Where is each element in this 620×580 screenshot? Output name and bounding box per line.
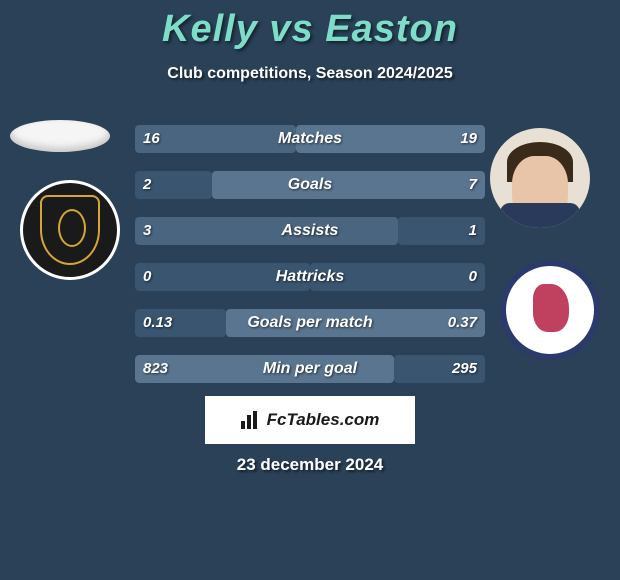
stat-row-min-per-goal: 823 Min per goal 295 [135,355,485,383]
stat-value-right: 1 [469,217,477,245]
stat-label: Assists [135,217,485,245]
stat-label: Hattricks [135,263,485,291]
shield-icon [40,195,100,265]
fctables-logo-link[interactable]: FcTables.com [205,396,415,444]
logo-text: FcTables.com [267,410,380,430]
bar-chart-icon [241,411,263,429]
stat-label: Min per goal [135,355,485,383]
avatar-neck [500,203,580,228]
stat-row-goals: 2 Goals 7 [135,171,485,199]
stat-row-goals-per-match: 0.13 Goals per match 0.37 [135,309,485,337]
stat-label: Goals [135,171,485,199]
club-badge-left [20,180,120,280]
stat-label: Goals per match [135,309,485,337]
page-title: Kelly vs Easton [0,0,620,51]
page-subtitle: Club competitions, Season 2024/2025 [0,65,620,83]
stat-value-right: 295 [452,355,477,383]
stat-row-matches: 16 Matches 19 [135,125,485,153]
date-text: 23 december 2024 [0,455,620,475]
player-left-avatar [10,120,110,152]
stat-row-assists: 3 Assists 1 [135,217,485,245]
stats-container: 16 Matches 19 2 Goals 7 3 Assists 1 0 Ha… [135,125,485,401]
stat-label: Matches [135,125,485,153]
lion-icon [525,280,575,340]
stat-value-right: 0 [469,263,477,291]
stat-value-right: 0.37 [448,309,477,337]
player-right-avatar [490,128,590,228]
stat-value-right: 19 [460,125,477,153]
stat-row-hattricks: 0 Hattricks 0 [135,263,485,291]
stat-value-right: 7 [469,171,477,199]
club-badge-right [500,260,600,360]
